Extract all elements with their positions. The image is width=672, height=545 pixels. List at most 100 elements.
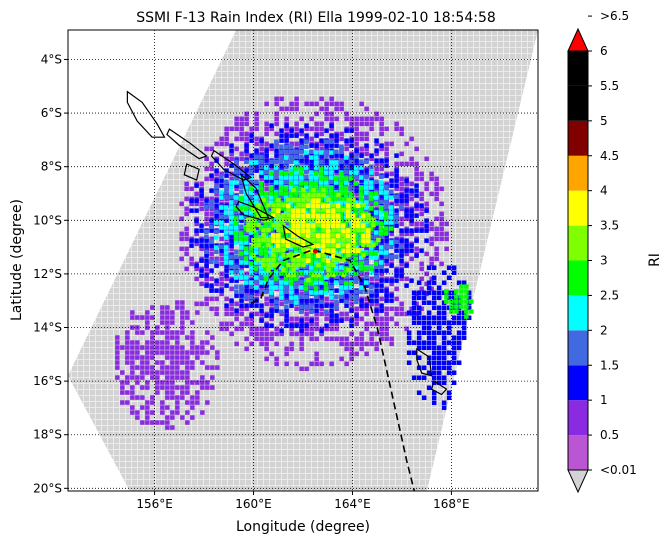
rain-pixel [314, 294, 319, 299]
rain-pixel [185, 315, 190, 320]
rain-pixel [283, 216, 289, 221]
rain-pixel [244, 321, 249, 327]
rain-pixel [364, 116, 369, 122]
rain-pixel [299, 323, 304, 328]
rain-pixel [284, 313, 289, 318]
rain-pixel [404, 251, 409, 257]
rain-pixel [204, 176, 209, 182]
rain-pixel [373, 221, 379, 226]
rain-pixel [274, 96, 279, 102]
rain-pixel [224, 268, 229, 273]
rain-pixel [190, 415, 195, 420]
rain-pixel [324, 290, 329, 295]
rain-pixel [339, 356, 344, 362]
rain-pixel [219, 321, 224, 327]
rain-pixel [354, 279, 359, 284]
rain-pixel [424, 271, 429, 277]
rain-pixel [239, 184, 244, 189]
rain-pixel [431, 375, 437, 380]
rain-pixel [429, 176, 434, 182]
rain-pixel [353, 211, 359, 216]
rain-pixel [140, 365, 145, 370]
rain-pixel [304, 101, 309, 107]
rain-pixel [308, 236, 314, 241]
rain-pixel [264, 296, 269, 302]
rain-pixel [439, 211, 444, 217]
rain-pixel [284, 159, 289, 164]
rain-pixel [278, 186, 284, 191]
rain-pixel [328, 271, 334, 276]
rain-pixel [454, 309, 459, 314]
rain-pixel [338, 216, 344, 221]
rain-pixel [294, 295, 299, 300]
rain-pixel [304, 139, 309, 144]
rain-pixel [274, 169, 279, 174]
rain-pixel [384, 146, 389, 152]
rain-pixel [324, 165, 329, 170]
rain-pixel [409, 218, 414, 223]
rain-pixel [369, 185, 374, 190]
rain-pixel [239, 284, 244, 289]
rain-pixel [289, 141, 294, 147]
rain-pixel [409, 306, 414, 312]
rain-pixel [244, 306, 249, 312]
rain-pixel [238, 206, 244, 211]
rain-pixel [298, 191, 304, 196]
rain-pixel [244, 210, 249, 215]
rain-pixel [263, 226, 269, 231]
rain-pixel [309, 301, 314, 307]
rain-pixel [294, 160, 299, 165]
rain-pixel [259, 141, 264, 147]
rain-pixel [394, 201, 399, 207]
rain-pixel [394, 239, 399, 244]
rain-pixel [459, 304, 464, 309]
rain-pixel [389, 171, 394, 177]
rain-pixel [278, 226, 284, 231]
rain-pixel [319, 299, 324, 304]
rain-pixel [238, 196, 244, 201]
rain-pixel [374, 341, 379, 347]
rain-pixel [234, 240, 239, 245]
rain-pixel [364, 326, 369, 332]
rain-pixel [279, 285, 284, 290]
rain-pixel [219, 244, 224, 249]
rain-pixel [439, 236, 444, 242]
rain-pixel [135, 330, 140, 335]
rain-pixel [354, 154, 359, 159]
rain-pixel [379, 166, 384, 172]
rain-pixel [335, 218, 341, 223]
rain-pixel [330, 208, 336, 213]
rain-pixel [323, 261, 329, 266]
rain-pixel [244, 271, 249, 277]
rain-pixel [249, 331, 254, 337]
rain-pixel [130, 390, 135, 395]
rain-pixel [286, 252, 291, 258]
rain-pixel [374, 195, 379, 200]
rain-pixel [289, 154, 294, 159]
island-outline [126, 90, 166, 138]
rain-pixel [344, 169, 349, 174]
rain-pixel [416, 315, 422, 320]
latitude-tick-label: 18°S [33, 428, 62, 442]
rain-pixel [300, 243, 306, 248]
rain-pixel [263, 266, 269, 271]
rain-pixel [155, 370, 160, 375]
rain-pixel [214, 278, 219, 283]
rain-pixel [234, 264, 239, 269]
rain-pixel [359, 168, 364, 173]
rain-pixel [436, 305, 442, 310]
rain-pixel [434, 196, 439, 202]
rain-pixel [155, 350, 160, 355]
rain-pixel [229, 298, 234, 303]
rain-pixel [358, 251, 364, 256]
rain-pixel [434, 176, 439, 182]
rain-pixel [214, 213, 219, 218]
rain-pixel [224, 210, 229, 215]
rain-pixel [329, 326, 334, 332]
rain-pixel [399, 253, 404, 258]
rain-pixel [204, 249, 209, 254]
colorbar-segment [568, 225, 588, 261]
rain-pixel [284, 149, 289, 154]
rain-pixel [298, 196, 304, 201]
rain-pixel [261, 232, 266, 238]
